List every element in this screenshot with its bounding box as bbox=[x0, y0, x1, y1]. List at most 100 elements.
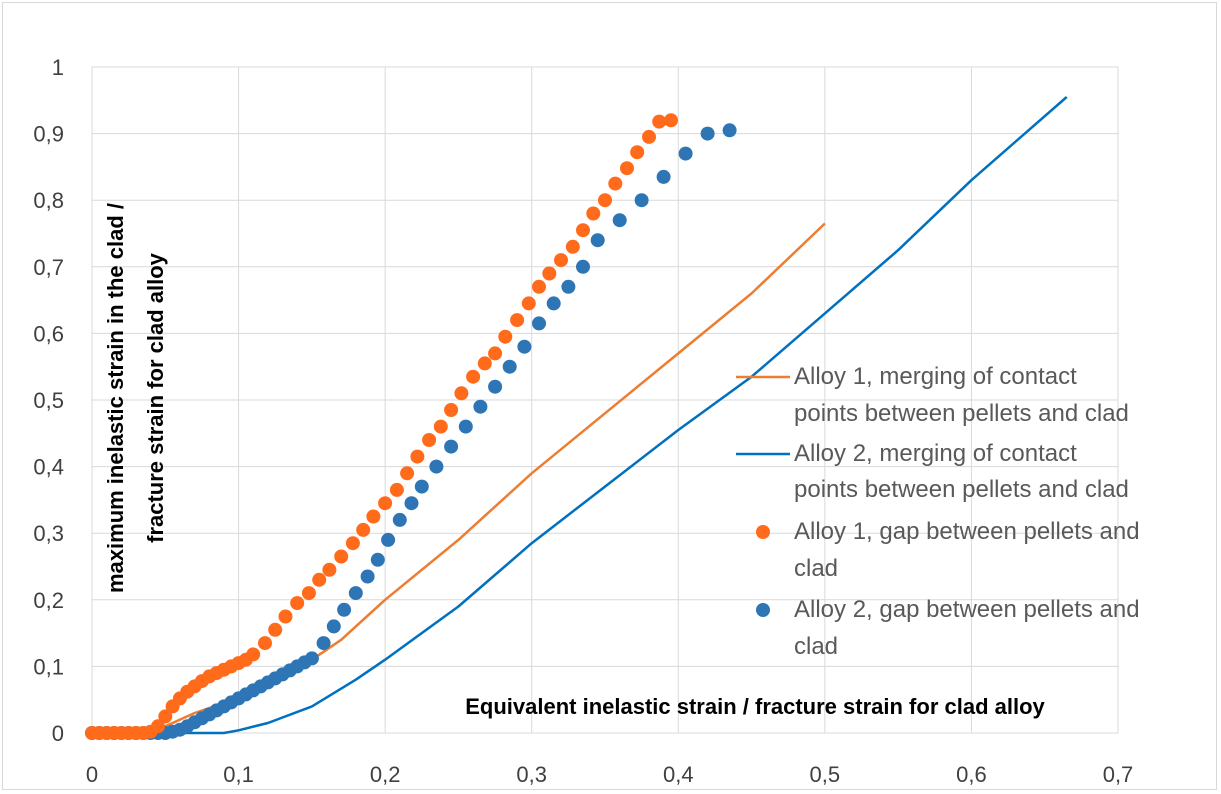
y-tick-label: 0,5 bbox=[33, 388, 64, 413]
legend-label-line-2: points between pellets and clad bbox=[794, 476, 1129, 503]
data-point bbox=[334, 549, 349, 564]
data-point bbox=[337, 602, 352, 617]
x-tick-label: 0,3 bbox=[516, 762, 547, 787]
x-tick-label: 0 bbox=[86, 762, 98, 787]
y-tick-label: 0,7 bbox=[33, 255, 64, 280]
series-layer bbox=[85, 96, 1068, 740]
data-point bbox=[322, 562, 337, 577]
x-tick-label: 0,2 bbox=[370, 762, 401, 787]
legend-label-line-1: Alloy 1, merging of contact bbox=[794, 363, 1077, 390]
data-point bbox=[444, 439, 459, 454]
legend-label-line-1: Alloy 2, merging of contact bbox=[794, 440, 1077, 467]
data-point bbox=[400, 466, 415, 481]
data-point bbox=[498, 329, 513, 344]
data-point bbox=[278, 609, 293, 624]
data-point bbox=[700, 126, 715, 141]
series-line bbox=[92, 222, 826, 735]
data-point bbox=[586, 206, 601, 221]
data-point bbox=[565, 239, 580, 254]
data-point bbox=[360, 569, 375, 584]
data-point bbox=[608, 176, 623, 191]
series-2 bbox=[92, 96, 1068, 735]
legend-swatch bbox=[756, 603, 770, 617]
data-point bbox=[473, 399, 488, 414]
legend-label-line-2: clad bbox=[794, 633, 838, 660]
data-point bbox=[444, 403, 459, 417]
y-tick-label: 0,2 bbox=[33, 588, 64, 613]
series-3 bbox=[85, 113, 678, 740]
data-point bbox=[356, 522, 371, 537]
data-point bbox=[268, 622, 283, 637]
data-point bbox=[620, 161, 634, 176]
y-tick-label: 0,3 bbox=[33, 521, 64, 546]
data-point bbox=[652, 114, 667, 129]
data-point bbox=[561, 279, 576, 294]
data-point bbox=[678, 146, 693, 161]
data-point bbox=[326, 619, 341, 634]
y-tick-label: 0 bbox=[52, 721, 64, 746]
data-point bbox=[532, 279, 546, 294]
series-1 bbox=[92, 222, 826, 735]
y-axis-title-line-1: maximum inelastic strain in the clad / bbox=[103, 203, 128, 593]
data-point bbox=[510, 313, 525, 328]
data-point bbox=[348, 586, 363, 601]
legend-entry-1: Alloy 1, merging of contact points betwee… bbox=[736, 363, 1129, 427]
data-point bbox=[433, 419, 448, 434]
data-point bbox=[381, 532, 396, 547]
data-point bbox=[422, 433, 437, 447]
data-point bbox=[458, 419, 473, 434]
y-tick-label: 0,9 bbox=[33, 122, 64, 147]
data-point bbox=[590, 233, 605, 248]
data-point bbox=[258, 636, 272, 651]
x-tick-label: 0,6 bbox=[956, 762, 987, 787]
series-line bbox=[92, 96, 1068, 735]
x-axis-title: Equivalent inelastic strain / fracture s… bbox=[465, 694, 1045, 719]
data-point bbox=[477, 356, 492, 371]
data-point bbox=[664, 113, 678, 128]
legend-entry-3: Alloy 1, gap between pellets and clad bbox=[756, 518, 1140, 582]
x-tick-label: 0,7 bbox=[1103, 762, 1134, 787]
y-tick-label: 0,1 bbox=[33, 654, 64, 679]
data-point bbox=[429, 459, 444, 474]
legend-entry-4: Alloy 2, gap between pellets and clad bbox=[756, 596, 1140, 660]
data-point bbox=[290, 596, 305, 611]
x-tick-label: 0,5 bbox=[810, 762, 841, 787]
x-tick-label: 0,1 bbox=[223, 762, 254, 787]
data-point bbox=[656, 169, 671, 184]
legend: Alloy 1, merging of contact points betwee… bbox=[736, 363, 1140, 660]
data-point bbox=[366, 509, 381, 524]
data-point bbox=[546, 296, 561, 311]
data-point bbox=[410, 449, 425, 464]
data-point bbox=[612, 213, 627, 228]
series-4 bbox=[85, 123, 737, 740]
legend-swatch bbox=[756, 525, 770, 539]
data-point bbox=[488, 379, 503, 394]
x-tick-label: 0,4 bbox=[663, 762, 694, 787]
gridlines bbox=[91, 66, 1119, 734]
data-point bbox=[642, 129, 656, 144]
data-point bbox=[722, 123, 737, 138]
data-point bbox=[532, 316, 546, 331]
data-point bbox=[576, 259, 590, 274]
data-point bbox=[454, 386, 469, 401]
data-point bbox=[634, 193, 649, 208]
y-axis-title-line-2: fracture strain for clad alloy bbox=[143, 252, 168, 543]
legend-label-line-1: Alloy 1, gap between pellets and bbox=[794, 518, 1140, 545]
data-point bbox=[576, 223, 590, 238]
data-point bbox=[466, 369, 481, 384]
y-tick-label: 0,4 bbox=[33, 455, 64, 480]
legend-entry-2: Alloy 2, merging of contact points betwee… bbox=[736, 440, 1129, 503]
data-point bbox=[630, 145, 645, 160]
data-point bbox=[404, 496, 419, 511]
data-point bbox=[502, 359, 517, 374]
y-tick-label: 1 bbox=[52, 55, 64, 80]
y-tick-label: 0,6 bbox=[33, 321, 64, 346]
data-point bbox=[521, 296, 536, 311]
data-point bbox=[304, 651, 319, 666]
legend-label-line-2: clad bbox=[794, 555, 838, 582]
data-point bbox=[370, 552, 385, 567]
data-point bbox=[554, 253, 568, 268]
data-point bbox=[598, 193, 612, 208]
data-point bbox=[312, 572, 327, 587]
